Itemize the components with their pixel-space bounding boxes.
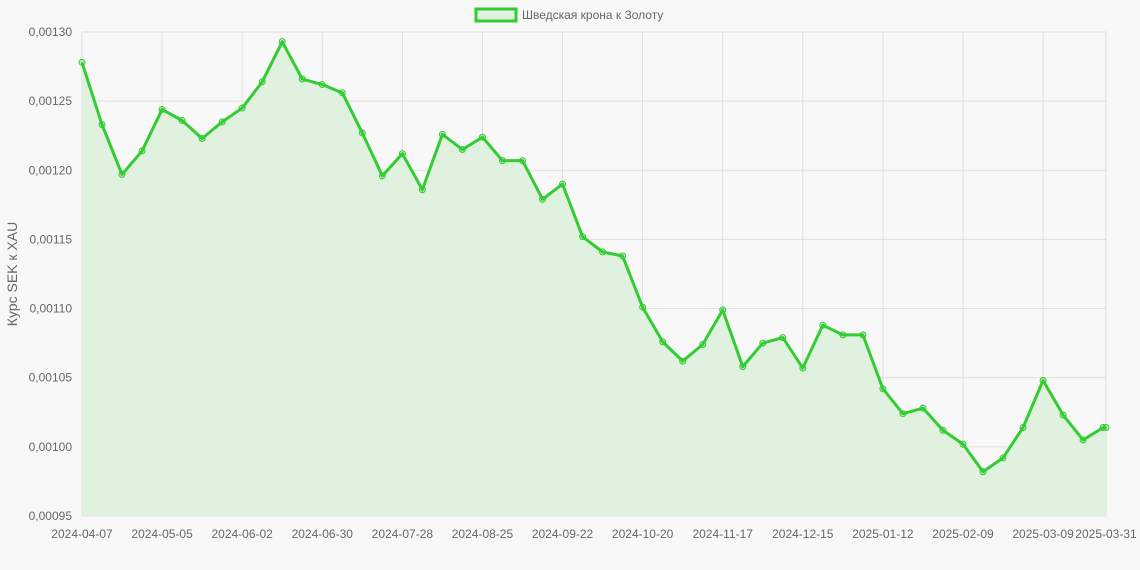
data-point[interactable]	[1102, 424, 1110, 431]
legend-label[interactable]: Шведская крона к Золоту	[522, 8, 663, 22]
data-point[interactable]	[198, 134, 206, 142]
x-tick-label: 2024-05-05	[131, 527, 193, 541]
data-point[interactable]	[999, 454, 1007, 462]
y-tick-label: 0,00095	[29, 509, 73, 523]
series-line-layer	[80, 40, 1106, 474]
data-point[interactable]	[899, 410, 907, 418]
data-point[interactable]	[178, 117, 186, 124]
x-tick-label: 2024-10-20	[612, 527, 674, 541]
data-point[interactable]	[458, 146, 466, 154]
x-tick-label: 2024-04-07	[51, 527, 113, 541]
y-axis-label: Курс SEK к XAU	[4, 222, 20, 326]
legend[interactable]: Шведская крона к Золоту	[474, 7, 663, 23]
y-tick-label: 0,00105	[29, 371, 73, 385]
x-tick-label: 2025-03-31	[1075, 527, 1137, 541]
x-tick-label: 2025-03-09	[1012, 527, 1074, 541]
data-point[interactable]	[799, 364, 807, 372]
data-point[interactable]	[779, 334, 787, 342]
y-tick-label: 0,00120	[29, 163, 73, 177]
data-point[interactable]	[138, 147, 146, 155]
data-point[interactable]	[819, 321, 827, 329]
data-point[interactable]	[438, 130, 446, 138]
data-point[interactable]	[879, 385, 887, 393]
series-line	[80, 40, 1106, 474]
data-points	[78, 38, 1110, 476]
x-tick-label: 2025-02-09	[932, 527, 994, 541]
data-point[interactable]	[1079, 436, 1087, 444]
data-point[interactable]	[859, 331, 867, 339]
data-point[interactable]	[539, 195, 547, 203]
data-point[interactable]	[639, 303, 647, 311]
data-point[interactable]	[919, 404, 927, 412]
data-point[interactable]	[959, 440, 967, 448]
data-point[interactable]	[559, 180, 567, 188]
data-point[interactable]	[619, 252, 627, 260]
data-point[interactable]	[398, 150, 406, 158]
data-point[interactable]	[518, 157, 526, 165]
data-point[interactable]	[579, 233, 587, 241]
data-point[interactable]	[759, 339, 767, 347]
data-point[interactable]	[659, 338, 667, 346]
x-tick-label: 2024-08-25	[452, 527, 514, 541]
data-point[interactable]	[298, 75, 306, 83]
data-point[interactable]	[98, 121, 106, 129]
data-point[interactable]	[418, 186, 426, 194]
data-point[interactable]	[78, 58, 86, 66]
area-fill-layer	[82, 41, 1106, 517]
data-point[interactable]	[158, 105, 166, 113]
y-tick-label: 0,00125	[29, 94, 73, 108]
x-tick-label: 2024-07-28	[372, 527, 434, 541]
y-tick-label: 0,00115	[30, 232, 73, 246]
data-point[interactable]	[478, 133, 486, 141]
data-point[interactable]	[278, 38, 286, 46]
y-tick-label: 0,00100	[29, 440, 73, 454]
data-point[interactable]	[498, 157, 506, 165]
data-point[interactable]	[939, 426, 947, 434]
data-point[interactable]	[358, 129, 366, 137]
data-point[interactable]	[979, 468, 987, 476]
x-axis-ticks: 2024-04-07 2024-05-05 2024-06-02 2024-06-30…	[51, 527, 1137, 541]
y-tick-label: 0,00130	[29, 25, 73, 39]
data-point[interactable]	[318, 81, 326, 89]
x-tick-label: 2024-06-02	[211, 527, 273, 541]
data-point[interactable]	[1059, 411, 1067, 419]
legend-swatch[interactable]	[474, 7, 518, 23]
data-point[interactable]	[699, 341, 707, 349]
data-point[interactable]	[1019, 424, 1027, 431]
data-point[interactable]	[338, 89, 346, 97]
x-tick-label: 2025-01-12	[852, 527, 914, 541]
y-axis-ticks: 0,00095 0,00100 0,00105 0,00110 0,00115 0,001…	[29, 25, 73, 523]
data-point[interactable]	[739, 363, 747, 371]
data-point[interactable]	[238, 104, 246, 112]
x-tick-label: 2024-09-22	[532, 527, 594, 541]
data-point[interactable]	[118, 170, 126, 178]
y-tick-label: 0,00110	[30, 302, 73, 316]
data-point[interactable]	[839, 331, 847, 339]
data-point[interactable]	[258, 78, 266, 86]
data-point[interactable]	[719, 306, 727, 314]
series-area	[82, 41, 1106, 517]
x-tick-label: 2024-12-15	[772, 527, 834, 541]
data-point[interactable]	[599, 248, 607, 256]
data-point[interactable]	[218, 118, 226, 126]
data-point[interactable]	[1039, 376, 1047, 384]
data-point[interactable]	[679, 357, 687, 365]
x-tick-label: 2024-06-30	[292, 527, 354, 541]
x-tick-label: 2024-11-17	[692, 527, 753, 541]
data-point[interactable]	[378, 172, 386, 180]
